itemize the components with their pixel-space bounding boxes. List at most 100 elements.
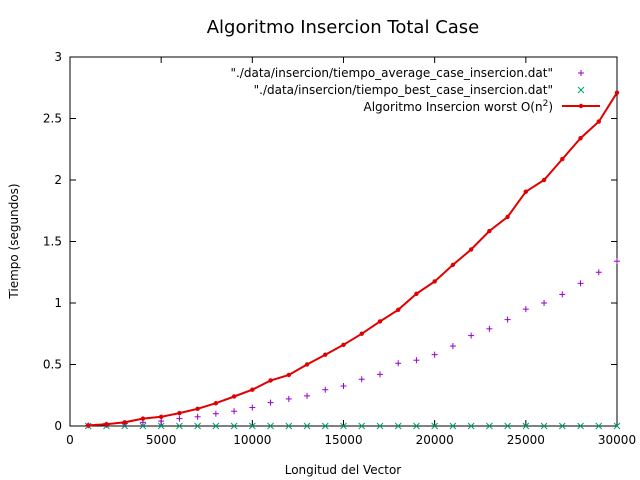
worst-point <box>596 119 601 124</box>
marker-d2 <box>230 422 238 430</box>
best-point <box>321 422 329 430</box>
average-point <box>395 360 402 367</box>
worst-line <box>88 92 618 427</box>
average-point <box>376 371 383 378</box>
best-point <box>504 422 511 430</box>
average-point <box>504 316 511 323</box>
legend-label-worst: Algoritmo Insercion worst O(n2) <box>364 99 553 114</box>
best-point <box>540 422 548 430</box>
x-axis-title: Longitud del Vector <box>285 463 402 477</box>
worst-point <box>213 401 219 406</box>
best-point <box>522 422 530 430</box>
worst-point <box>177 410 182 416</box>
best-point <box>486 422 493 430</box>
best-point <box>595 422 603 430</box>
worst-point <box>614 90 620 95</box>
legend-label-average: "./data/insercion/tiempo_average_case_in… <box>230 66 553 80</box>
legend: "./data/insercion/tiempo_average_case_in… <box>230 66 600 114</box>
best-point <box>212 422 220 430</box>
x-tick-label: 15000 <box>324 433 362 447</box>
y-tick-label: 1.5 <box>43 235 62 249</box>
best-point <box>194 422 201 430</box>
worst-point <box>432 279 437 284</box>
average-point <box>285 395 292 402</box>
best-point <box>613 422 621 430</box>
marker-d2 <box>340 422 347 430</box>
average-point <box>267 399 274 406</box>
axis-ticks: 0 5000 10000 15000 20000 25000 30000 0 0.5 1 1.5 2 2… <box>43 50 636 447</box>
y-tick-label: 0 <box>54 419 62 433</box>
legend-dot <box>578 103 584 109</box>
legend-worst-end: ) <box>548 100 553 114</box>
worst-point <box>396 307 401 312</box>
series-worst <box>86 90 620 428</box>
series-average <box>85 258 620 429</box>
worst-point <box>231 394 237 399</box>
marker-d2 <box>157 422 165 430</box>
best-point <box>248 422 256 430</box>
x-tick-label: 25000 <box>507 433 545 447</box>
average-point <box>468 332 475 339</box>
x-tick-label: 5000 <box>146 433 177 447</box>
x-tick-label: 20000 <box>416 433 454 447</box>
series-best <box>84 422 621 430</box>
worst-point <box>195 406 200 411</box>
legend-marker-worst <box>562 103 600 109</box>
legend-label-best: "./data/insercion/tiempo_best_case_inser… <box>254 83 553 97</box>
marker-d2 <box>449 422 457 430</box>
best-point <box>340 422 347 430</box>
worst-point <box>468 247 474 252</box>
y-tick-label: 2 <box>54 173 62 187</box>
x-tick-label: 30000 <box>598 433 636 447</box>
marker-d2 <box>139 422 147 430</box>
worst-point <box>158 414 164 419</box>
marker-d2 <box>248 422 256 430</box>
average-point <box>614 258 620 265</box>
average-point <box>322 386 329 393</box>
legend-marker-best <box>577 86 585 94</box>
marker-d2 <box>376 422 384 430</box>
best-point <box>285 422 293 430</box>
marker-d2 <box>176 422 183 430</box>
best-point <box>467 422 475 430</box>
average-point <box>194 413 201 420</box>
marker-d2 <box>522 422 530 430</box>
best-point <box>413 422 420 430</box>
marker-d2 <box>431 422 439 430</box>
average-point <box>595 269 602 276</box>
worst-point <box>104 421 109 427</box>
worst-point <box>250 387 255 392</box>
worst-point <box>140 416 146 421</box>
marker-d2 <box>595 422 603 430</box>
average-point <box>158 418 165 425</box>
x-tick-label: 10000 <box>233 433 271 447</box>
best-point <box>558 422 566 430</box>
worst-point <box>304 362 310 367</box>
average-point <box>249 404 256 411</box>
legend-plus <box>578 70 584 76</box>
y-tick-label: 3 <box>54 50 62 64</box>
marker-d2 <box>212 422 220 430</box>
chart-title: Algoritmo Insercion Total Case <box>207 17 480 38</box>
marker-d2 <box>394 422 402 430</box>
average-point <box>449 343 456 350</box>
series-layer <box>84 90 621 430</box>
best-point <box>230 422 238 430</box>
worst-point <box>86 423 91 428</box>
worst-point <box>505 214 510 220</box>
marker-d2 <box>577 422 584 430</box>
legend-worst-sup: 2 <box>543 99 549 109</box>
average-point <box>304 392 311 399</box>
average-point <box>522 306 529 313</box>
best-point <box>358 422 366 430</box>
y-tick-label: 2.5 <box>43 112 62 126</box>
legend-worst-main: Algoritmo Insercion worst O(n <box>364 100 543 114</box>
legend-cross <box>577 86 585 94</box>
worst-point <box>487 228 492 234</box>
average-point <box>541 300 548 306</box>
best-point <box>449 422 457 430</box>
average-point <box>176 415 183 422</box>
marker-d2 <box>267 422 274 430</box>
best-point <box>431 422 439 430</box>
worst-point <box>323 352 328 357</box>
